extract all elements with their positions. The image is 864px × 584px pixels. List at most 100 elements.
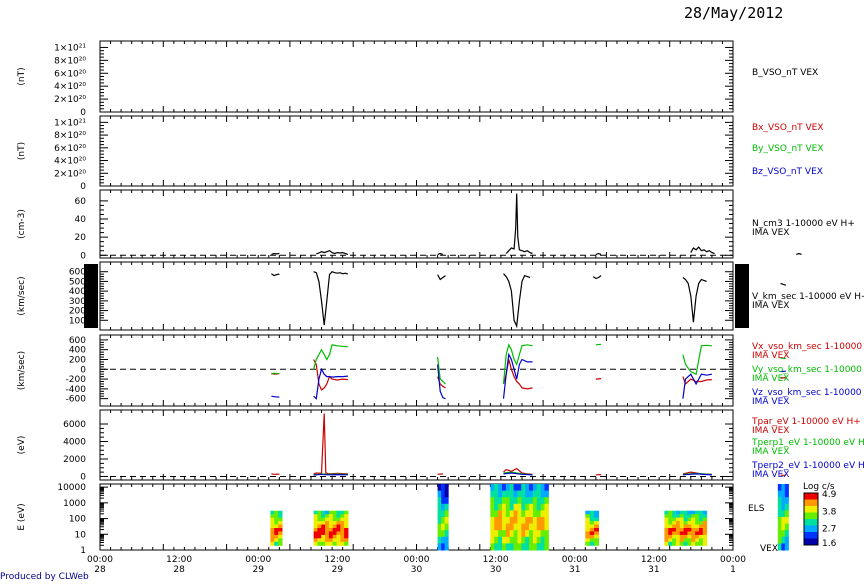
spectrogram-cell xyxy=(325,538,330,543)
spectrogram-cell xyxy=(325,524,330,529)
legend-sublabel: IMA VEX xyxy=(752,374,789,384)
spectrogram-cell xyxy=(781,503,786,511)
colorbar-cell xyxy=(804,499,818,507)
spectrogram-cell xyxy=(695,541,700,546)
spectrogram-cell xyxy=(679,538,685,543)
colorbar-cell xyxy=(804,538,818,546)
spectrogram-cell xyxy=(594,541,599,546)
els-label: ELS xyxy=(748,504,765,514)
spectrogram-cell xyxy=(498,503,503,511)
y-tick-label: 200 xyxy=(69,307,86,317)
series-line xyxy=(271,395,280,398)
legend-label: N_cm3 1-10000 eV H+ xyxy=(752,219,855,229)
spectrogram-cell xyxy=(494,484,499,492)
spectrogram-cell xyxy=(777,490,782,498)
y-axis-label: (km/sec) xyxy=(17,351,27,390)
series-line xyxy=(271,273,280,277)
spectrogram-cell xyxy=(513,523,518,531)
y-tick-label: 60 xyxy=(75,197,87,207)
spectrogram-cell xyxy=(490,517,495,525)
series-line xyxy=(780,370,786,373)
spectrogram-cell xyxy=(513,536,518,544)
series-line xyxy=(682,376,712,386)
spectrogram-cell xyxy=(325,541,330,546)
y-axis-label: E (eV) xyxy=(17,503,27,530)
spectrogram-cell xyxy=(505,536,511,544)
spectrogram-cell xyxy=(513,497,518,505)
spectrogram-cell xyxy=(444,543,449,551)
spectrogram-cell xyxy=(784,497,789,505)
spectrogram-cell xyxy=(332,531,337,536)
spectrogram-cell xyxy=(270,514,275,519)
x-tick-day: 30 xyxy=(490,565,502,575)
spectrogram-cell xyxy=(777,543,782,551)
tick-band xyxy=(88,486,98,548)
y-axis-label: (cm-3) xyxy=(17,209,27,239)
spectrogram-cell xyxy=(274,517,279,522)
spectrogram-cell xyxy=(532,530,538,538)
panel-frame xyxy=(99,483,734,551)
spectrogram-cell xyxy=(494,543,499,551)
spectrogram-cell xyxy=(668,510,673,515)
spectrogram-cell xyxy=(589,531,595,536)
spectrogram-cell xyxy=(672,524,677,529)
spectrogram-cell xyxy=(529,490,534,498)
spectrogram-cell xyxy=(332,517,337,522)
spectrogram-cell xyxy=(444,497,449,505)
spectrogram-cell xyxy=(270,531,275,536)
spectrogram-cell xyxy=(781,490,786,498)
spectrogram-cell xyxy=(589,541,595,546)
spectrogram-cell xyxy=(344,538,349,543)
spectrogram-cell xyxy=(501,536,507,544)
legend-label: Tpar_eV 1-10000 eV H+ xyxy=(751,417,861,427)
spectrogram-cell xyxy=(589,521,595,526)
legend-label: Vx_vso_km_sec 1-10000 xyxy=(752,342,862,352)
y-tick-label: 600 xyxy=(69,268,86,278)
spectrogram-cell xyxy=(325,510,330,515)
y-tick-label: 2×10²⁰ xyxy=(54,169,86,179)
spectrogram-cell xyxy=(664,531,669,536)
y-tick-label: 2000 xyxy=(63,455,86,465)
spectrogram-cell xyxy=(270,534,275,539)
spectrogram-cell xyxy=(274,541,279,546)
spectrogram-cell xyxy=(344,534,349,539)
series-line xyxy=(796,252,802,255)
spectrogram-cell xyxy=(664,528,669,532)
spectrogram-cell xyxy=(525,530,530,538)
spectrogram-cell xyxy=(501,517,507,525)
series-line xyxy=(313,270,349,326)
spectrogram-cell xyxy=(525,490,530,498)
spectrogram-cell xyxy=(340,517,345,522)
spectrogram-cell xyxy=(691,534,696,539)
spectrogram-cell xyxy=(781,517,786,525)
spectrogram-cell xyxy=(668,514,673,519)
right-bar xyxy=(735,264,749,328)
spectrogram-cell xyxy=(313,538,318,543)
spectrogram-cell xyxy=(585,514,591,519)
spectrogram-cell xyxy=(517,536,522,544)
spectrogram-cell xyxy=(683,541,688,546)
colorbar-cell xyxy=(804,512,818,520)
spectrogram-cell xyxy=(278,528,283,532)
spectrogram-cell xyxy=(317,517,322,522)
spectrogram-cell xyxy=(437,510,442,518)
panel-B_VSO: (nT) xyxy=(17,40,734,113)
spectrogram-block xyxy=(585,510,599,546)
spectrogram-cell xyxy=(683,528,688,532)
series-line xyxy=(316,250,349,255)
spectrogram-cell xyxy=(498,536,503,544)
spectrogram-cell xyxy=(437,530,442,538)
spectrogram-cell xyxy=(540,497,546,505)
spectrogram-cell xyxy=(437,517,442,525)
spectrogram-cell xyxy=(328,528,334,532)
series-line xyxy=(437,356,446,385)
spectrogram-block xyxy=(777,484,789,551)
spectrogram-cell xyxy=(594,510,599,515)
spectrogram-cell xyxy=(691,524,696,529)
series-line xyxy=(502,352,533,399)
spectrogram-cell xyxy=(540,510,546,518)
spectrogram-cell xyxy=(498,517,503,525)
y-tick-label: 4000 xyxy=(63,438,86,448)
spectrogram-cell xyxy=(270,517,275,522)
spectrogram-cell xyxy=(521,503,526,511)
